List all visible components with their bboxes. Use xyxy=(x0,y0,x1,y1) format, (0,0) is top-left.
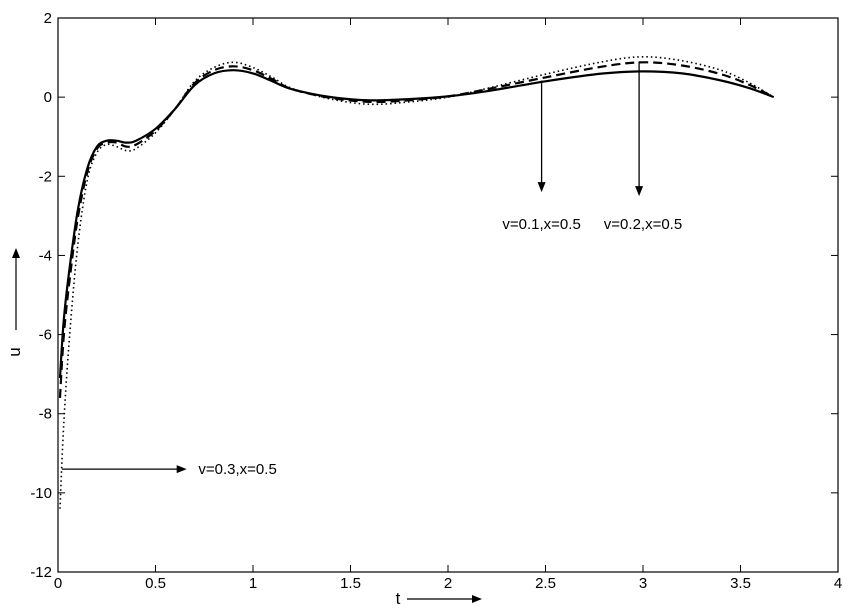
y-axis-direction-arrowhead xyxy=(12,248,20,258)
x-tick-label: 0.5 xyxy=(145,575,166,592)
series-group xyxy=(58,55,775,509)
x-tick-label: 1 xyxy=(249,575,257,592)
y-tick-label: 0 xyxy=(44,89,52,106)
x-tick-label: 0 xyxy=(54,575,62,592)
annotation-label: v=0.2,x=0.5 xyxy=(604,216,682,233)
plot-frame xyxy=(57,17,839,573)
x-tick-label: 2.5 xyxy=(535,575,556,592)
axis-labels-group: tu xyxy=(5,248,482,608)
y-axis-label: u xyxy=(5,347,24,356)
x-tick-label: 3 xyxy=(639,575,647,592)
y-tick-label: -12 xyxy=(30,564,52,581)
annotation-label: v=0.3,x=0.5 xyxy=(198,461,276,478)
axis-tick-labels: 0 0.5 1 1.5 2 2.5 3 3.5 4 2 0 -2 -4 -6 -8 -10 -12 xyxy=(30,10,842,592)
x-tick-label: 1.5 xyxy=(340,575,361,592)
y-tick-label: -2 xyxy=(39,168,52,185)
x-axis-direction-arrowhead xyxy=(472,595,482,603)
axis-ticks xyxy=(57,17,839,573)
x-tick-label: 4 xyxy=(834,575,842,592)
annotation-arrowhead xyxy=(537,182,546,193)
series-line-dotted xyxy=(59,55,775,509)
annotation-label: v=0.1,x=0.5 xyxy=(502,216,580,233)
y-tick-label: -4 xyxy=(39,247,52,264)
y-tick-label: 2 xyxy=(44,10,52,27)
annotations-group: v=0.1,x=0.5 v=0.2,x=0.5 v=0.3,x=0.5 xyxy=(61,61,682,478)
annotation-arrowhead xyxy=(176,465,187,474)
x-tick-label: 2 xyxy=(444,575,452,592)
y-tick-label: -10 xyxy=(30,485,52,502)
x-tick-label: 3.5 xyxy=(730,575,751,592)
annotation-arrowhead xyxy=(635,186,644,197)
y-tick-label: -8 xyxy=(39,406,52,423)
y-tick-label: -6 xyxy=(39,327,52,344)
series-line-dashed xyxy=(58,61,775,398)
x-axis-label: t xyxy=(396,589,401,608)
series-line-solid xyxy=(58,69,774,379)
